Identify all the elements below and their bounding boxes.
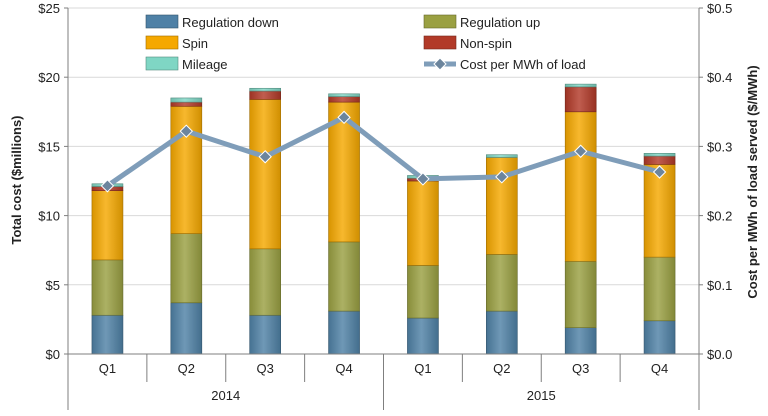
x-tick-label: Q3 xyxy=(572,361,589,376)
bar-segment-non-spin xyxy=(170,101,203,107)
legend-swatch xyxy=(145,35,179,50)
bar-segment-non-spin xyxy=(328,96,360,103)
legend-label: Cost per MWh of load xyxy=(460,57,586,72)
legend-label: Mileage xyxy=(182,57,228,72)
bar-segment-regulation-up xyxy=(486,254,518,312)
legend-marker xyxy=(433,57,447,71)
left-tick-label: $10 xyxy=(38,209,60,224)
bar-segment-mileage xyxy=(249,87,281,92)
bar-segment-regulation-up xyxy=(170,233,203,304)
legend: Regulation down Regulation up Spin Non-spin… xyxy=(145,14,586,72)
bar-segment-non-spin xyxy=(249,90,281,100)
bar-segment-regulation-down xyxy=(486,310,518,355)
bar-segment-regulation-down xyxy=(564,327,597,355)
right-tick-label: $0.2 xyxy=(707,209,732,224)
bar-segment-spin xyxy=(249,99,281,250)
bar-segment-mileage xyxy=(486,154,518,158)
bar-segment-mileage xyxy=(328,93,360,97)
legend-swatch xyxy=(423,35,457,50)
line-marker xyxy=(337,110,351,125)
bar-segment-mileage xyxy=(564,83,597,88)
left-tick-label: $15 xyxy=(38,139,60,154)
bar-segment-regulation-up xyxy=(328,241,360,312)
right-tick-label: $0.1 xyxy=(707,278,732,293)
legend-label: Spin xyxy=(182,36,208,51)
bar-segment-spin xyxy=(407,180,439,266)
bar-segment-spin xyxy=(643,164,676,258)
bar-segment-regulation-down xyxy=(91,314,124,355)
bar-segment-regulation-down xyxy=(170,302,203,355)
bar-segment-regulation-up xyxy=(249,248,281,316)
x-axis-labels: Q1 Q2 Q3 Q4 Q1 Q2 Q3 Q4 2014 2015 xyxy=(99,361,668,403)
bar-segment-mileage xyxy=(170,97,203,103)
x-tick-label: Q3 xyxy=(257,361,274,376)
bar-segment-regulation-up xyxy=(91,259,124,316)
bar-segment-mileage xyxy=(643,153,676,157)
left-tick-label: $5 xyxy=(46,278,60,293)
x-group-label: 2014 xyxy=(211,388,240,403)
bar-segment-regulation-down xyxy=(407,317,439,355)
legend-swatch xyxy=(145,56,179,71)
bar-segment-regulation-up xyxy=(407,265,439,319)
left-tick-label: $25 xyxy=(38,1,60,16)
x-tick-label: Q2 xyxy=(493,361,510,376)
left-axis-ticks: $0 $5 $10 $15 $20 $25 xyxy=(38,1,60,362)
cost-per-mwh-line xyxy=(100,110,667,193)
right-tick-label: $0.5 xyxy=(707,1,732,16)
legend-label: Non-spin xyxy=(460,36,512,51)
line-path xyxy=(106,114,661,188)
right-tick-label: $0.0 xyxy=(707,347,732,362)
axes xyxy=(64,7,703,410)
bar-segment-spin xyxy=(564,111,597,262)
line-marker xyxy=(100,179,115,193)
x-tick-label: Q2 xyxy=(178,361,195,376)
legend-swatch xyxy=(145,14,179,29)
bar-segment-spin xyxy=(91,190,124,261)
bar-segment-spin xyxy=(170,105,203,234)
bar-segment-regulation-down xyxy=(328,310,360,355)
legend-label: Regulation down xyxy=(182,15,279,30)
bar-segment-regulation-up xyxy=(643,256,676,322)
left-tick-label: $0 xyxy=(46,347,60,362)
stacked-bars xyxy=(91,83,676,355)
line-marker xyxy=(258,150,272,164)
x-tick-label: Q1 xyxy=(414,361,431,376)
x-tick-label: Q4 xyxy=(651,361,668,376)
line-marker xyxy=(652,165,667,179)
line-marker xyxy=(573,144,588,158)
x-tick-label: Q1 xyxy=(99,361,116,376)
right-axis-title: Cost per MWh of load served ($/MWh) xyxy=(745,65,760,298)
legend-label: Regulation up xyxy=(460,15,540,30)
bar-segment-non-spin xyxy=(564,86,597,113)
left-axis-title: Total cost ($millions) xyxy=(9,115,24,244)
right-axis-ticks: $0.0 $0.1 $0.2 $0.3 $0.4 $0.5 xyxy=(707,1,732,362)
line-marker xyxy=(179,124,194,138)
right-tick-label: $0.3 xyxy=(707,139,732,154)
bar-segment-regulation-down xyxy=(643,320,676,355)
right-tick-label: $0.4 xyxy=(707,70,732,85)
x-tick-label: Q4 xyxy=(335,361,352,376)
x-group-label: 2015 xyxy=(527,388,556,403)
line-marker xyxy=(495,170,509,184)
bar-segment-regulation-up xyxy=(564,260,597,329)
bar-segment-regulation-down xyxy=(249,314,281,355)
line-marker xyxy=(416,172,430,186)
legend-swatch xyxy=(423,14,457,29)
left-tick-label: $20 xyxy=(38,70,60,85)
bar-segment-non-spin xyxy=(643,155,676,165)
